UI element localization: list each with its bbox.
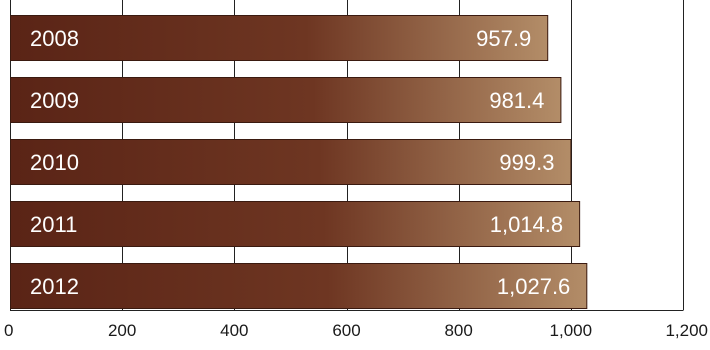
bar-2012	[10, 263, 588, 309]
bar-group-2010: 2010 999.3	[10, 139, 572, 185]
category-label-2009: 2009	[30, 88, 79, 113]
x-axis-ticks: 0 200 400 600 800 1,000 1,200	[4, 321, 708, 340]
x-tick-label-200: 200	[108, 321, 136, 340]
category-label-2011: 2011	[30, 212, 77, 237]
value-label-2008: 957.9	[476, 26, 531, 51]
category-label-2012: 2012	[30, 274, 79, 299]
x-tick-label-0: 0	[4, 321, 13, 340]
category-label-2008: 2008	[30, 26, 79, 51]
value-label-2011: 1,014.8	[490, 212, 563, 237]
bar-group-2009: 2009 981.4	[10, 77, 562, 123]
bar-2009	[10, 77, 562, 123]
bar-2008	[10, 15, 549, 61]
value-label-2010: 999.3	[499, 150, 554, 175]
value-label-2009: 981.4	[489, 88, 544, 113]
bar-group-2008: 2008 957.9	[10, 15, 549, 61]
x-tick-label-600: 600	[332, 321, 360, 340]
bar-2010	[10, 139, 572, 185]
category-label-2010: 2010	[30, 150, 79, 175]
bar-group-2012: 2012 1,027.6	[10, 263, 588, 309]
x-tick-label-400: 400	[220, 321, 248, 340]
x-tick-label-1,000: 1,000	[550, 321, 593, 340]
value-label-2012: 1,027.6	[497, 274, 570, 299]
x-tick-label-800: 800	[444, 321, 472, 340]
bar-group-2011: 2011 1,014.8	[10, 201, 581, 247]
x-tick-label-1,200: 1,200	[665, 321, 708, 340]
bar-2011	[10, 201, 581, 247]
